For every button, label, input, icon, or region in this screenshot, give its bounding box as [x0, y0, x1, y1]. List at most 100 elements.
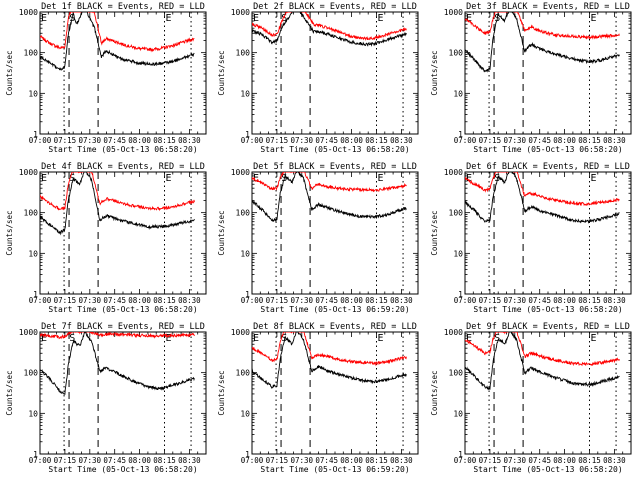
event-marker-label: S: [494, 333, 500, 344]
y-tick-label: 1: [33, 130, 38, 139]
x-tick-label: 08:15: [153, 456, 176, 465]
x-tick-label: 07:00: [454, 296, 477, 305]
x-tick-label: 07:30: [79, 136, 102, 145]
x-tick-label: 08:15: [578, 456, 601, 465]
x-tick-label: 08:30: [390, 456, 413, 465]
x-tick-label: 07:45: [315, 136, 338, 145]
x-axis-label: Start Time (05-Oct-13 06:58:20): [48, 145, 197, 154]
event-marker-label: E: [41, 333, 47, 344]
y-tick-label: 1: [245, 290, 250, 299]
x-tick-label: 08:00: [340, 136, 363, 145]
y-tick-label: 1000: [444, 328, 463, 337]
x-tick-label: 07:30: [291, 456, 314, 465]
x-tick-label: 08:15: [153, 136, 176, 145]
y-tick-label: 1000: [231, 168, 250, 177]
event-marker-label: E: [378, 173, 384, 184]
x-tick-label: 07:15: [266, 136, 289, 145]
series-events-line: [465, 172, 620, 224]
x-tick-label: 08:30: [178, 296, 201, 305]
plot-frame: [39, 11, 207, 135]
x-tick-label: 07:30: [291, 136, 314, 145]
chart-panel-8: Det 8f BLACK = Events, RED = LLD 1 10 100 10…: [217, 322, 419, 474]
series-events-line: [465, 332, 620, 391]
chart-title: Det 5f BLACK = Events, RED = LLD: [253, 162, 417, 172]
y-tick-label: 10: [240, 409, 250, 418]
y-tick-label: 1: [458, 450, 463, 459]
y-axis-label: Counts/sec: [217, 50, 226, 95]
y-axis-label: Counts/sec: [217, 210, 226, 255]
x-tick-label: 07:00: [241, 296, 264, 305]
x-tick-label: 08:30: [603, 296, 626, 305]
event-marker-label: E: [41, 173, 47, 184]
event-marker-label: S: [69, 333, 75, 344]
x-tick-label: 07:15: [54, 456, 77, 465]
x-tick-label: 08:00: [128, 296, 151, 305]
chart-panel-3: Det 3f BLACK = Events, RED = LLD 1 10 100 10…: [430, 2, 632, 154]
x-tick-label: 08:00: [553, 136, 576, 145]
y-tick-label: 1000: [444, 8, 463, 17]
event-marker-label: E: [253, 13, 259, 24]
x-tick-label: 08:15: [365, 136, 388, 145]
x-tick-label: 08:30: [390, 296, 413, 305]
plot-frame: [251, 331, 419, 455]
series-events-line: [465, 12, 620, 73]
y-axis-label: Counts/sec: [217, 370, 226, 415]
y-tick-label: 1: [245, 130, 250, 139]
y-tick-label: 100: [24, 209, 39, 218]
event-marker-label: E: [378, 13, 384, 24]
y-tick-label: 1000: [231, 8, 250, 17]
y-tick-label: 100: [449, 369, 464, 378]
x-axis-label: Start Time (05-Oct-13 06:59:20): [260, 305, 409, 314]
event-marker-label: E: [253, 173, 259, 184]
x-tick-label: 08:30: [178, 136, 201, 145]
chart-title: Det 8f BLACK = Events, RED = LLD: [253, 322, 417, 332]
event-marker-label: E: [466, 13, 472, 24]
x-tick-label: 08:00: [128, 456, 151, 465]
y-axis-label: Counts/sec: [5, 210, 14, 255]
y-tick-label: 1000: [19, 168, 38, 177]
x-tick-label: 07:15: [479, 296, 502, 305]
chart-title: Det 4f BLACK = Events, RED = LLD: [41, 162, 205, 172]
y-tick-label: 1: [33, 290, 38, 299]
x-tick-label: 07:00: [29, 136, 52, 145]
x-tick-label: 07:45: [528, 296, 551, 305]
y-tick-label: 10: [453, 409, 463, 418]
event-marker-label: E: [466, 333, 472, 344]
x-tick-label: 07:00: [29, 296, 52, 305]
x-tick-label: 07:15: [479, 456, 502, 465]
x-tick-label: 08:15: [578, 136, 601, 145]
y-tick-label: 1: [33, 450, 38, 459]
plot-frame: [39, 171, 207, 295]
y-tick-label: 1000: [19, 8, 38, 17]
x-tick-label: 07:00: [454, 136, 477, 145]
x-tick-label: 07:45: [315, 296, 338, 305]
chart-panel-9: Det 9f BLACK = Events, RED = LLD 1 10 100 10…: [430, 322, 632, 474]
x-tick-label: 07:15: [54, 136, 77, 145]
x-tick-label: 07:30: [504, 456, 527, 465]
event-marker-label: S: [69, 173, 75, 184]
x-tick-label: 08:15: [153, 296, 176, 305]
chart-panel-2: Det 2f BLACK = Events, RED = LLD 1 10 100 10…: [217, 2, 419, 154]
y-axis-label: Counts/sec: [5, 50, 14, 95]
event-marker-label: E: [166, 173, 172, 184]
x-tick-label: 07:30: [79, 456, 102, 465]
plot-frame: [464, 171, 632, 295]
x-tick-label: 08:30: [390, 136, 413, 145]
x-tick-label: 08:30: [603, 136, 626, 145]
plot-frame: [251, 171, 419, 295]
chart-title: Det 2f BLACK = Events, RED = LLD: [253, 2, 417, 12]
x-tick-label: 07:00: [29, 456, 52, 465]
y-tick-label: 1000: [444, 168, 463, 177]
y-tick-label: 10: [28, 249, 38, 258]
x-tick-label: 08:00: [553, 456, 576, 465]
chart-panel-4: Det 4f BLACK = Events, RED = LLD 1 10 100 10…: [5, 162, 207, 314]
event-marker-label: E: [166, 333, 172, 344]
event-marker-label: E: [591, 333, 597, 344]
chart-panel-6: Det 6f BLACK = Events, RED = LLD 1 10 100 10…: [430, 162, 632, 314]
chart-title: Det 7f BLACK = Events, RED = LLD: [41, 322, 205, 332]
x-tick-label: 07:45: [315, 456, 338, 465]
x-tick-label: 08:00: [340, 296, 363, 305]
x-tick-label: 07:30: [504, 136, 527, 145]
event-marker-label: E: [41, 13, 47, 24]
